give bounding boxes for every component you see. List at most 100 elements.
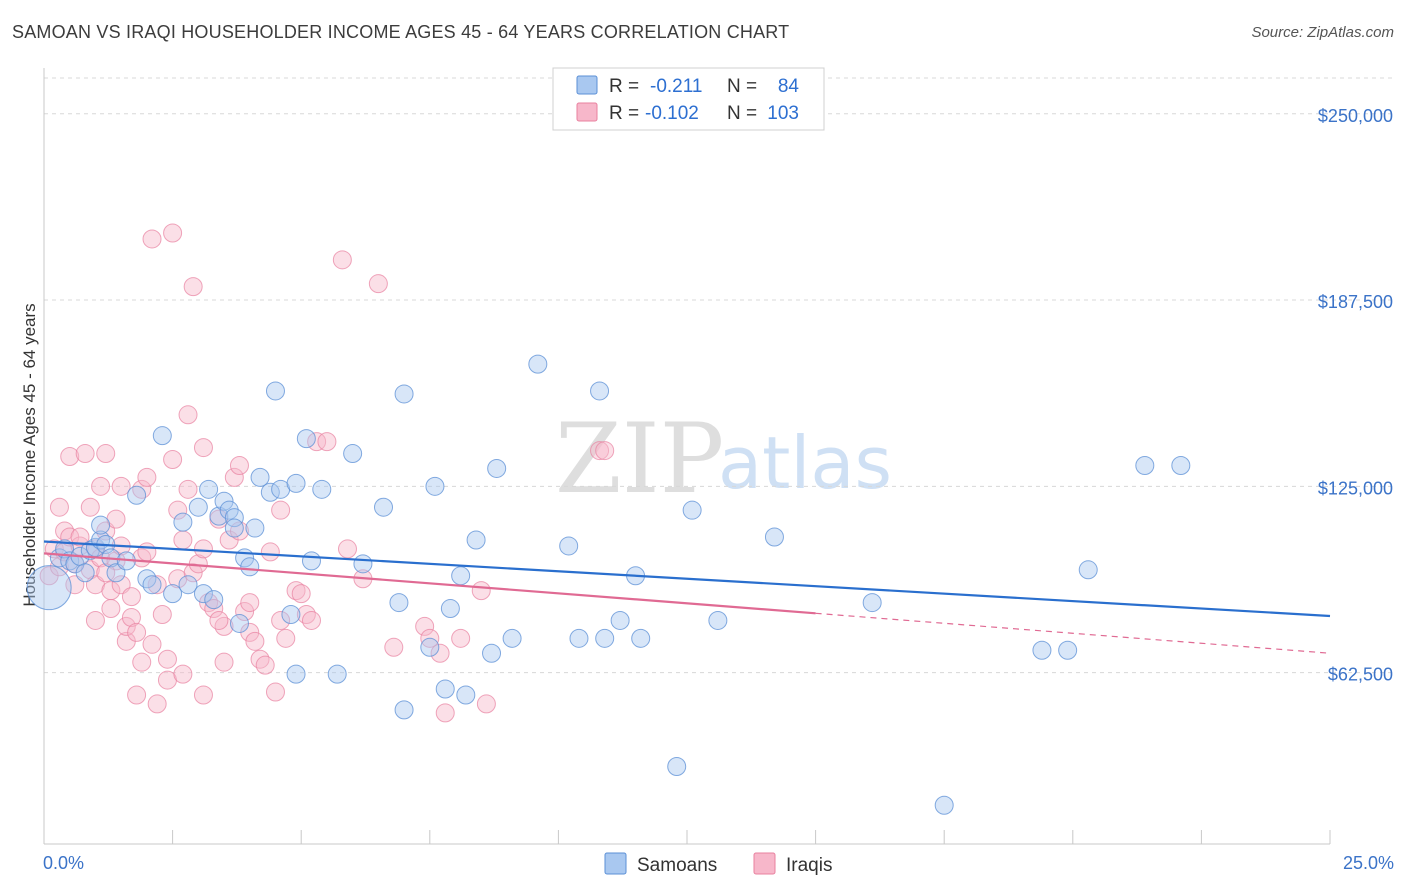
iraqis-point — [415, 616, 435, 636]
samoans-point — [301, 551, 321, 571]
iraqis-point — [91, 476, 111, 496]
iraqis-point — [240, 593, 260, 613]
iraqis-point — [147, 575, 167, 595]
iraqis-point — [332, 250, 352, 270]
iraqis-point — [96, 444, 116, 464]
samoans-point — [265, 381, 285, 401]
samoans-point — [286, 664, 306, 684]
y-tick-label: $125,000 — [1318, 478, 1393, 498]
samoans-point — [224, 508, 244, 528]
samoans-point — [214, 491, 234, 511]
correlation-legend: R = -0.211 N = 84 R = -0.102 N = 103 — [552, 67, 825, 131]
samoans-point — [374, 497, 394, 517]
iraqis-point — [209, 610, 229, 630]
samoans-point — [343, 444, 363, 464]
iraqis-point — [296, 604, 316, 624]
samoans-point — [569, 628, 589, 648]
iraqis-point — [132, 479, 152, 499]
iraqis-point — [430, 643, 450, 663]
iraqis-point — [137, 542, 157, 562]
iraqis-point — [368, 274, 388, 294]
samoans-point — [559, 536, 579, 556]
y-tick-label: $250,000 — [1318, 106, 1393, 126]
iraqis-point — [193, 438, 213, 458]
iraqis-point — [337, 539, 357, 559]
watermark-zip: ZIP — [555, 403, 724, 515]
samoans-point — [193, 584, 213, 604]
iraqis-trend-line-dashed — [815, 612, 1331, 654]
bottom-legend-label-samoans: Samoans — [637, 855, 717, 876]
iraqis-point — [168, 500, 188, 520]
iraqis-point — [271, 500, 291, 520]
gridlines — [44, 77, 1394, 674]
samoans-point — [862, 593, 882, 613]
legend-box — [552, 67, 825, 131]
y-tick-labels: $62,500 $125,000 $187,500 $250,000 — [1318, 106, 1393, 685]
samoans-point — [209, 506, 229, 526]
samoans-point — [127, 485, 147, 505]
iraqis-trend-line-solid — [43, 552, 816, 615]
series-legend: Samoans Iraqis — [604, 852, 832, 876]
trendlines — [43, 540, 1331, 654]
samoans-point — [682, 500, 702, 520]
samoans-point — [425, 476, 445, 496]
samoans-point — [934, 795, 954, 815]
iraqis-point — [178, 405, 198, 425]
samoans-point — [394, 700, 414, 720]
samoans-point — [1135, 455, 1155, 475]
iraqis-point — [276, 628, 296, 648]
iraqis-point — [451, 628, 471, 648]
samoans-points — [26, 354, 1191, 815]
iraqis-point — [116, 616, 136, 636]
samoans-point — [75, 563, 95, 583]
samoans-point — [55, 539, 75, 559]
samoans-point — [312, 479, 332, 499]
iraqis-point — [271, 610, 291, 630]
iraqis-point — [183, 563, 203, 583]
y-tick-label: $62,500 — [1328, 665, 1393, 685]
iraqis-points — [39, 223, 615, 723]
chart-title: SAMOAN VS IRAQI HOUSEHOLDER INCOME AGES … — [12, 22, 790, 42]
samoans-point — [173, 512, 193, 532]
samoans-trend-line — [43, 540, 1331, 618]
samoans-point — [142, 575, 162, 595]
iraqis-point — [163, 223, 183, 243]
iraqis-point — [132, 652, 152, 672]
x-tick-label-max: 25.0% — [1343, 853, 1394, 873]
iraqis-point — [183, 277, 203, 297]
samoans-point — [163, 584, 183, 604]
iraqis-point — [85, 610, 105, 630]
samoans-point — [1078, 560, 1098, 580]
samoans-point — [590, 381, 610, 401]
iraqis-point — [301, 610, 321, 630]
samoans-point — [229, 613, 249, 633]
iraqis-point — [229, 455, 249, 475]
iraqis-point — [214, 616, 234, 636]
iraqis-point — [235, 602, 255, 622]
samoans-point — [451, 566, 471, 586]
iraqis-point — [75, 444, 95, 464]
iraqis-point — [137, 467, 157, 487]
iraqis-point — [250, 649, 270, 669]
iraqis-point — [173, 530, 193, 550]
samoans-point — [1171, 455, 1191, 475]
y-tick-label: $187,500 — [1318, 292, 1393, 312]
legend-swatch-samoans — [576, 75, 598, 95]
samoans-point — [1032, 640, 1052, 660]
watermark-atlas: atlas — [718, 421, 892, 505]
iraqis-point — [471, 581, 491, 601]
iraqis-point — [80, 497, 100, 517]
iraqis-point — [152, 604, 172, 624]
iraqis-point — [193, 539, 213, 559]
samoans-point — [764, 527, 784, 547]
bottom-legend-swatch-iraqis — [753, 852, 776, 875]
bottom-legend-swatch-samoans — [604, 852, 627, 875]
samoans-point — [353, 554, 373, 574]
legend-swatch-iraqis — [576, 102, 598, 122]
iraqis-point — [60, 447, 80, 467]
iraqis-point — [127, 685, 147, 705]
iraqis-point — [173, 664, 193, 684]
samoans-point — [595, 628, 615, 648]
legend-r-value-samoans: -0.211 — [650, 76, 702, 97]
samoans-point — [420, 637, 440, 657]
